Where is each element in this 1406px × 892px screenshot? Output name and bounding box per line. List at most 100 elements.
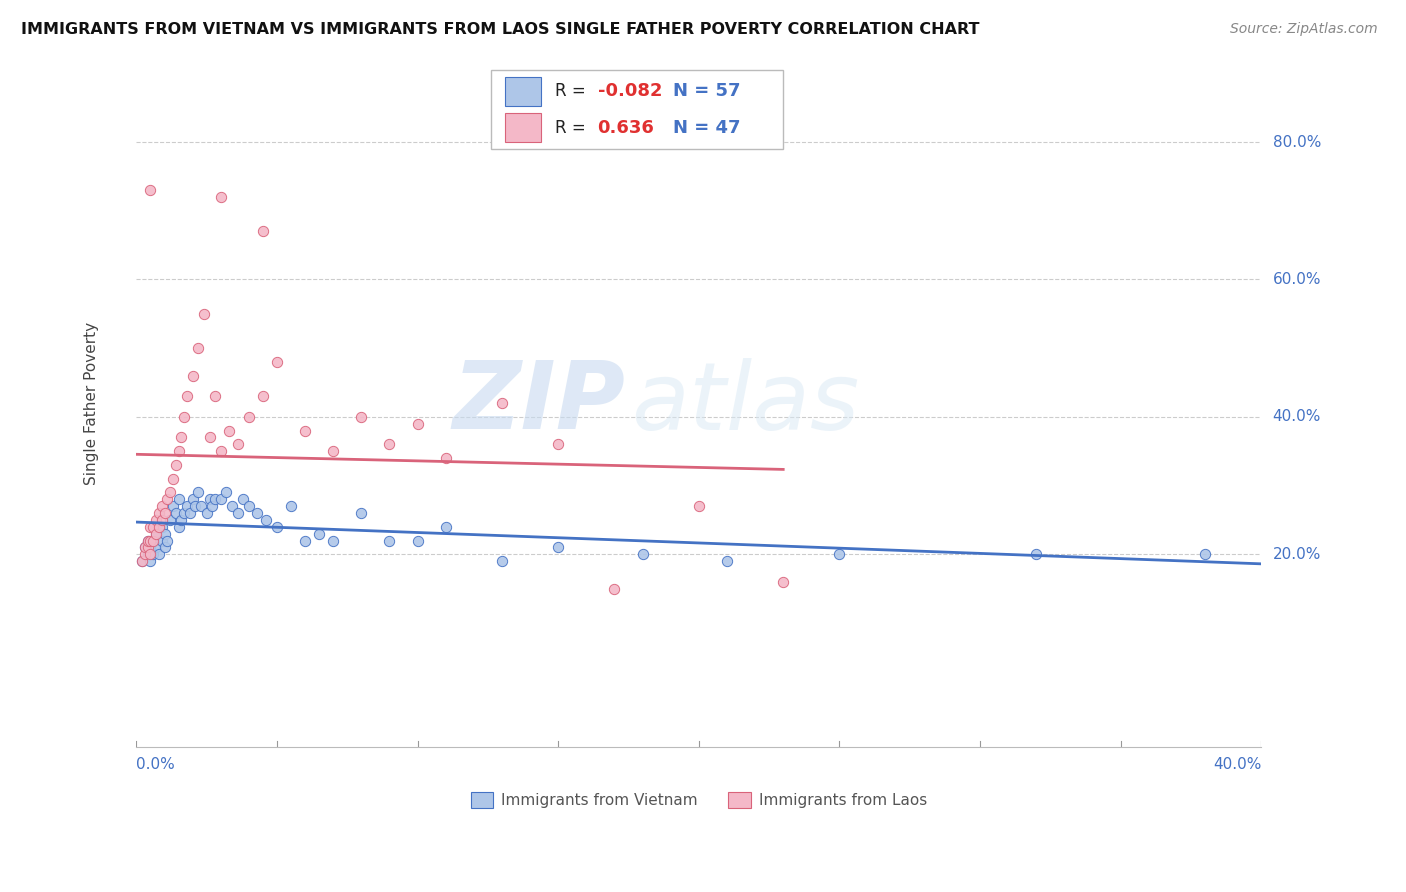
Point: [150, 520, 173, 534]
Point: [150, 513, 173, 527]
Point: [294, 533, 316, 548]
Point: [246, 506, 269, 520]
Point: [209, 492, 232, 507]
Text: 0.0%: 0.0%: [136, 757, 176, 772]
Point: [195, 506, 218, 520]
Point: [218, 424, 240, 438]
Point: [252, 224, 274, 238]
Point: [170, 513, 193, 527]
Point: [139, 547, 162, 561]
Point: [308, 526, 330, 541]
Point: [150, 533, 173, 548]
Point: [252, 389, 274, 403]
Point: [181, 492, 204, 507]
Point: [181, 368, 204, 383]
Point: [434, 520, 457, 534]
Point: [406, 417, 429, 431]
Point: [131, 554, 153, 568]
Point: [165, 458, 187, 472]
Point: [378, 533, 401, 548]
Point: [148, 547, 170, 561]
Point: [828, 547, 851, 561]
Text: 60.0%: 60.0%: [1272, 272, 1322, 287]
Text: R =: R =: [555, 82, 591, 100]
FancyBboxPatch shape: [505, 113, 541, 142]
Point: [254, 513, 277, 527]
Point: [139, 541, 162, 555]
Point: [184, 499, 207, 513]
Point: [209, 190, 232, 204]
Point: [145, 526, 167, 541]
Point: [134, 541, 156, 555]
Text: 80.0%: 80.0%: [1272, 135, 1320, 150]
Text: Single Father Poverty: Single Father Poverty: [84, 321, 98, 484]
Point: [145, 513, 167, 527]
Point: [350, 409, 373, 424]
Text: N = 57: N = 57: [673, 82, 741, 100]
Text: N = 47: N = 47: [673, 119, 741, 136]
Point: [603, 582, 626, 596]
Point: [187, 485, 209, 500]
Point: [156, 492, 179, 507]
Text: Source: ZipAtlas.com: Source: ZipAtlas.com: [1230, 22, 1378, 37]
Point: [145, 526, 167, 541]
Point: [159, 513, 181, 527]
Point: [294, 424, 316, 438]
Point: [156, 533, 179, 548]
Point: [221, 499, 243, 513]
Point: [142, 520, 165, 534]
Point: [165, 506, 187, 520]
Point: [142, 547, 165, 561]
Point: [142, 533, 165, 548]
Point: [547, 437, 569, 451]
FancyBboxPatch shape: [491, 70, 783, 149]
Point: [232, 492, 254, 507]
Point: [167, 492, 190, 507]
Point: [204, 389, 226, 403]
Text: ZIP: ZIP: [453, 357, 626, 450]
Point: [491, 396, 513, 410]
Point: [772, 574, 794, 589]
Point: [209, 444, 232, 458]
Point: [179, 506, 201, 520]
FancyBboxPatch shape: [505, 77, 541, 105]
Point: [153, 541, 176, 555]
Point: [167, 520, 190, 534]
Point: [139, 533, 162, 548]
Point: [1025, 547, 1047, 561]
Point: [226, 506, 249, 520]
Point: [1194, 547, 1216, 561]
Point: [378, 437, 401, 451]
Point: [145, 541, 167, 555]
Point: [139, 520, 162, 534]
Text: IMMIGRANTS FROM VIETNAM VS IMMIGRANTS FROM LAOS SINGLE FATHER POVERTY CORRELATIO: IMMIGRANTS FROM VIETNAM VS IMMIGRANTS FR…: [21, 22, 980, 37]
Point: [322, 533, 344, 548]
Text: atlas: atlas: [631, 358, 859, 449]
Point: [215, 485, 238, 500]
Point: [148, 506, 170, 520]
Point: [688, 499, 710, 513]
Point: [187, 341, 209, 355]
Text: -0.082: -0.082: [598, 82, 662, 100]
Point: [631, 547, 654, 561]
Point: [350, 506, 373, 520]
Point: [153, 526, 176, 541]
Point: [176, 499, 198, 513]
Point: [139, 183, 162, 197]
Point: [131, 554, 153, 568]
Point: [136, 541, 159, 555]
Point: [266, 355, 288, 369]
Point: [547, 541, 569, 555]
Point: [134, 541, 156, 555]
Point: [173, 506, 195, 520]
Point: [136, 547, 159, 561]
Point: [159, 485, 181, 500]
Point: [139, 554, 162, 568]
Point: [193, 307, 215, 321]
Text: 40.0%: 40.0%: [1213, 757, 1261, 772]
Point: [238, 409, 260, 424]
Point: [226, 437, 249, 451]
Point: [198, 430, 221, 444]
Point: [716, 554, 738, 568]
Point: [406, 533, 429, 548]
